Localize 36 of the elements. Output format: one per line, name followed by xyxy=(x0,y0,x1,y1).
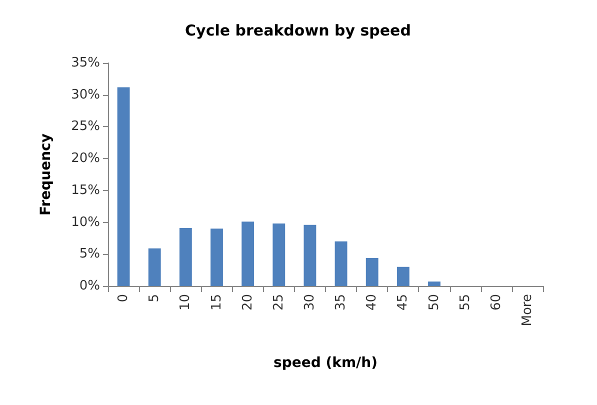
bar xyxy=(242,222,254,286)
x-tick-label: 35 xyxy=(334,294,349,311)
y-tick-label: 15% xyxy=(71,182,100,198)
x-tick-label: 15 xyxy=(209,294,224,311)
bar xyxy=(428,282,440,286)
bar xyxy=(272,224,286,286)
y-tick-label: 5% xyxy=(79,246,100,262)
bar xyxy=(334,241,348,286)
x-axis-title: speed (km/h) xyxy=(273,355,378,371)
y-tick-label: 35% xyxy=(71,56,100,70)
chart-title: Cycle breakdown by speed xyxy=(185,22,411,40)
bar xyxy=(148,248,161,286)
x-tick-label: 5 xyxy=(147,294,162,302)
x-tick-label: 25 xyxy=(271,294,286,311)
y-tick-label: 10% xyxy=(71,214,100,230)
bar xyxy=(396,266,410,286)
x-tick-label: 50 xyxy=(426,294,442,311)
y-axis-title: Frequency xyxy=(38,134,54,216)
x-tick-label: 45 xyxy=(396,294,411,311)
x-tick-label: 20 xyxy=(240,294,256,311)
bar xyxy=(179,228,192,286)
bar xyxy=(117,87,130,286)
y-tick-label: 0% xyxy=(79,278,100,294)
x-tick-label: 55 xyxy=(458,294,473,311)
bar xyxy=(366,258,378,286)
x-tick-label: 60 xyxy=(488,294,504,311)
x-tick-label: 0 xyxy=(116,294,132,302)
x-tick-label: More xyxy=(520,294,535,326)
y-tick-label: 25% xyxy=(71,119,100,134)
y-tick-label: 20% xyxy=(71,151,100,166)
bar xyxy=(304,224,316,286)
bar xyxy=(210,228,223,286)
x-tick-label: 40 xyxy=(364,294,380,311)
y-tick-label: 30% xyxy=(71,87,100,102)
x-tick-label: 10 xyxy=(178,294,194,311)
x-tick-label: 30 xyxy=(302,294,318,311)
